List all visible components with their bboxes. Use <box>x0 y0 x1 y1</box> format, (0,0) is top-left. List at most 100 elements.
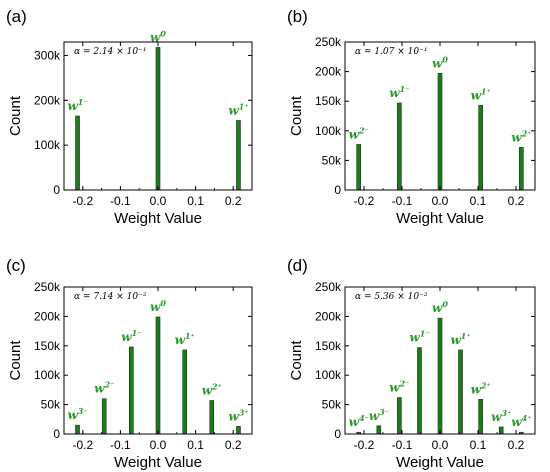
y-tick-label: 150k <box>315 339 342 353</box>
x-tick-label: -0.1 <box>392 194 413 208</box>
alpha-annotation: α = 5.36 × 10⁻² <box>355 292 428 302</box>
y-tick-label: 200k <box>315 65 342 79</box>
y-tick-label: 100k <box>34 138 61 152</box>
x-axis-label: Weight Value <box>114 454 202 471</box>
x-tick-label: 0.1 <box>470 194 487 208</box>
bar-label: w1⁺ <box>175 331 195 347</box>
y-tick-label: 50k <box>41 398 61 412</box>
panel-label: (d) <box>287 256 308 275</box>
y-tick-label: 100k <box>315 368 342 382</box>
x-tick-label: 0.2 <box>225 438 242 452</box>
bar-label-sup: 1⁺ <box>185 331 195 341</box>
y-tick-label: 150k <box>315 94 342 108</box>
bar <box>458 349 463 435</box>
bar-label: w1⁻ <box>409 329 429 345</box>
y-tick-label: 250k <box>315 280 342 294</box>
y-tick-label: 100k <box>34 368 61 382</box>
x-tick-label: -0.2 <box>72 438 93 452</box>
bar-label: w3⁻ <box>369 407 389 423</box>
bar-label-sup: 0 <box>160 28 166 38</box>
bar-label-base: w <box>432 56 443 70</box>
x-axis-label: Weight Value <box>396 210 484 227</box>
bar-label-base: w <box>471 88 482 102</box>
y-tick-label: 0 <box>334 427 341 441</box>
bar-label-sup: 3⁺ <box>239 407 249 417</box>
bar-label-sup: 4⁺ <box>522 413 532 423</box>
bar-label-base: w <box>389 86 400 100</box>
bar-label-base: w <box>121 330 132 344</box>
x-tick-label: 0.1 <box>187 194 204 208</box>
bar-label-sup: 3⁺ <box>501 408 511 418</box>
y-tick-label: 200k <box>315 309 342 323</box>
bar-label-base: w <box>202 383 213 397</box>
bar <box>75 424 80 435</box>
y-tick-label: 300k <box>34 48 61 62</box>
bar-label: w3⁻ <box>67 406 87 422</box>
bar-label-base: w <box>94 382 105 396</box>
bar-label: w2⁺ <box>202 381 222 397</box>
bar <box>437 317 443 435</box>
x-tick-label: -0.2 <box>354 438 375 452</box>
bar-label: w2⁺ <box>511 128 531 144</box>
panel-d: (d) -0.2 -0.1 0.0 0.1 0.2 0 50k 100k 150k 200k 250k… <box>287 256 536 471</box>
x-axis-label: Weight Value <box>114 210 202 227</box>
bar-label-sup: 2⁺ <box>480 380 491 390</box>
bar-label-sup: 2⁻ <box>104 380 115 390</box>
bar-label: w4⁻ <box>349 413 369 429</box>
bar <box>75 115 80 191</box>
bar <box>519 147 524 191</box>
alpha-annotation: α = 7.14 × 10⁻² <box>74 292 147 302</box>
bar <box>129 346 134 435</box>
y-axis-label: Count <box>288 95 305 136</box>
bar-label-sup: 2⁻ <box>399 379 410 389</box>
y-tick-label: 250k <box>315 35 342 49</box>
bar-label-base: w <box>349 415 360 429</box>
y-axis-label: Count <box>7 95 24 136</box>
bar-label-sup: 1⁻ <box>420 329 430 339</box>
bar-label-sup: 0 <box>160 298 166 308</box>
bar-label-sup: 0 <box>442 299 448 309</box>
bar <box>236 120 241 191</box>
y-tick-label: 0 <box>53 427 60 441</box>
panel-c: (c) -0.2 -0.1 0.0 0.1 0.2 0 50k 100k 150k 200k 250k… <box>6 256 253 471</box>
panel-label: (a) <box>6 7 27 26</box>
y-tick-label: 50k <box>322 398 342 412</box>
y-tick-label: 100k <box>315 124 342 138</box>
bar-label-sup: 2⁺ <box>521 128 532 138</box>
y-tick-label: 250k <box>34 280 61 294</box>
x-tick-label: 0.2 <box>508 194 525 208</box>
bar <box>498 426 504 435</box>
bar-label-sup: 0 <box>442 54 448 64</box>
x-tick-label: 0.2 <box>225 194 242 208</box>
bar-label-sup: 1⁻ <box>132 328 142 338</box>
y-axis-label: Count <box>288 340 305 381</box>
bar <box>376 425 382 435</box>
bar <box>209 400 215 435</box>
bar-label-base: w <box>175 333 186 347</box>
x-tick-label: 0.1 <box>470 438 487 452</box>
bar <box>397 397 402 435</box>
bar-label-base: w <box>67 408 78 422</box>
bar-label-base: w <box>369 409 380 423</box>
bar <box>417 347 422 435</box>
bar-label: w1⁺ <box>450 331 470 347</box>
bar-label: w1⁺ <box>471 86 491 102</box>
x-tick-label: -0.2 <box>354 194 375 208</box>
bar-label-sup: 1⁻ <box>78 97 88 107</box>
y-tick-label: 0 <box>53 183 60 197</box>
x-tick-label: -0.1 <box>110 438 131 452</box>
x-tick-label: 0.2 <box>508 438 525 452</box>
bar-label-sup: 2⁺ <box>211 381 222 391</box>
y-tick-label: 150k <box>34 339 61 353</box>
bar <box>478 105 483 191</box>
x-tick-label: 0.1 <box>187 438 204 452</box>
bar-label: w1⁺ <box>228 101 248 117</box>
bar-label-base: w <box>228 103 239 117</box>
y-axis-label: Count <box>7 340 24 381</box>
x-tick-label: -0.1 <box>392 438 413 452</box>
bar-label-base: w <box>389 381 400 395</box>
bar-label-sup: 1⁺ <box>461 331 471 341</box>
y-tick-label: 0 <box>334 183 341 197</box>
bar <box>101 398 107 435</box>
